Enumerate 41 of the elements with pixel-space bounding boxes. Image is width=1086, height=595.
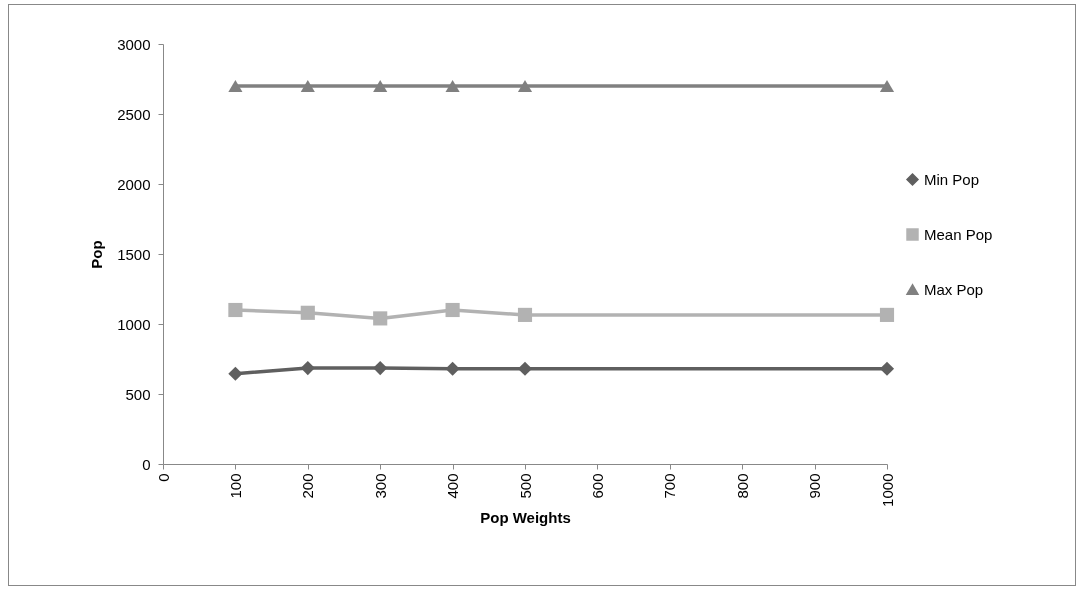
point [445,79,460,93]
x-tick-label: 1000 [878,473,896,507]
point [445,302,460,318]
y-tick-label: 3000 [117,35,151,53]
legend-label: Mean Pop [924,225,993,243]
point [300,305,315,320]
y-tick-label: 2500 [117,105,151,123]
point [300,79,315,93]
point [228,79,243,93]
x-tick-label: 400 [444,473,462,499]
point [879,307,895,322]
x-tick-label: 900 [806,473,824,499]
point [517,79,533,93]
point [517,361,533,376]
point [373,311,388,326]
point [879,79,895,93]
y-tick-label: 1500 [117,245,151,263]
point [517,307,533,322]
point [373,361,388,376]
x-axis-title: Pop Weights [480,508,571,526]
point [228,366,243,381]
x-tick-label: 100 [226,473,244,499]
x-tick-label: 0 [154,473,172,482]
y-tick-label: 2000 [117,175,151,193]
x-tick-label: 700 [661,473,679,499]
y-tick-label: 500 [125,385,151,403]
point [300,361,315,376]
x-tick-label: 500 [516,473,534,499]
y-tick-label: 1000 [117,315,151,333]
point [373,79,388,93]
y-axis-title: Pop [88,240,106,269]
y-tick-label: 0 [142,455,151,473]
x-tick-label: 200 [299,473,317,499]
x-tick-label: 600 [588,473,606,499]
legend-label: Min Pop [924,170,980,188]
point [228,302,243,318]
point [445,361,460,376]
legend-label: Max Pop [924,280,984,298]
x-tick-label: 300 [371,473,389,499]
point [879,361,895,376]
x-tick-label: 800 [733,473,751,499]
